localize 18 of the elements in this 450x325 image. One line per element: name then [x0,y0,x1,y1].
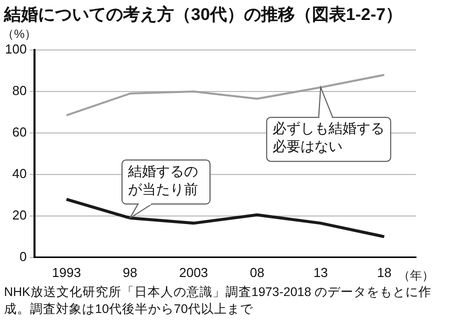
x-tick-label: 08 [250,264,264,280]
x-tick-label: 98 [122,264,138,280]
y-tick-label: 0 [19,248,27,264]
y-axis-title: （%） [2,27,37,41]
x-axis-title: （年） [398,268,434,282]
annotation: 必ずしも結婚する必要はない [272,120,385,154]
annotation: 結婚するのが当たり前 [127,162,198,197]
x-tick-label: 2003 [179,264,208,280]
x-tick-label: 1993 [52,264,81,280]
y-tick-label: 60 [12,124,27,140]
y-tick-label: 40 [12,166,27,182]
y-tick-label: 80 [12,83,27,98]
chart-title: 結婚についての考え方（30代）の推移（図表1-2-7） [2,4,404,26]
x-tick-label: 13 [313,264,328,280]
text: NHK放送文化研究所「日本人の意識」調査1973-2018 のデータをもとに作成。調査対象は10代後半から70代以上まで [3,284,433,318]
y-tick-label: 20 [12,208,27,222]
x-tick-label: 18 [376,264,392,280]
y-tick-label: 100 [4,42,27,57]
